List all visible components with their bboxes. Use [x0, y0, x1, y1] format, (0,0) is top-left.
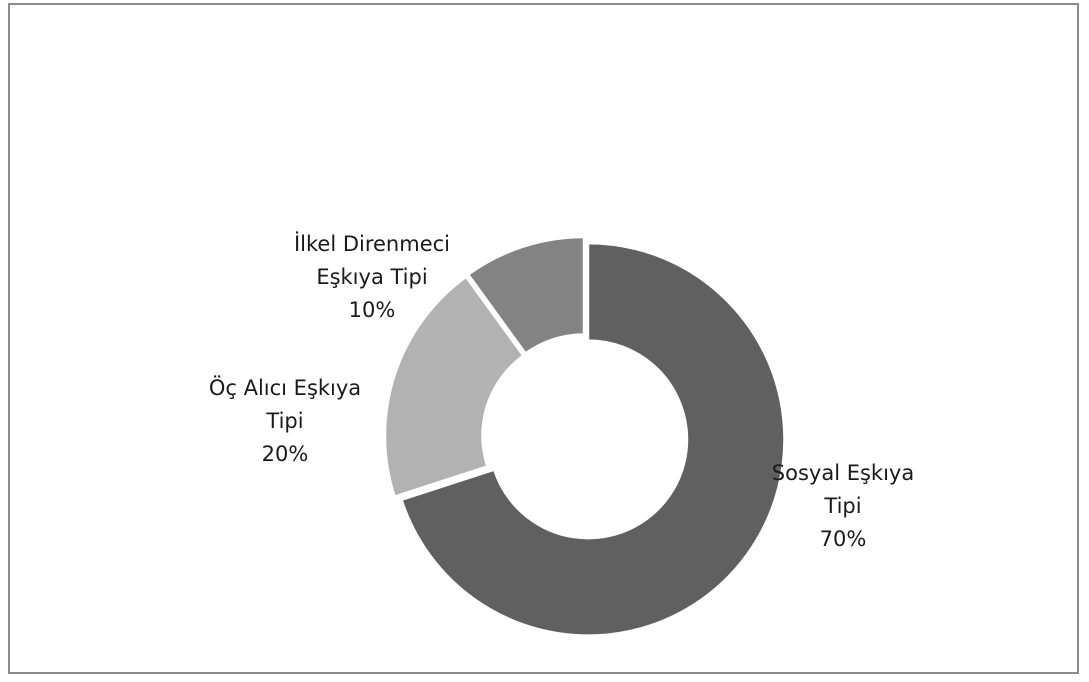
slice-label-oc-alici-line-1: Öç Alıcı Eşkıya	[208, 376, 362, 400]
slice-label-ilkel-line-2: Eşkıya Tipi	[316, 265, 428, 289]
donut-slice-ilkel	[467, 236, 585, 355]
slice-label-sosyal-line-2: Tipi	[824, 494, 862, 518]
slice-label-oc-alici-line-2: Tipi	[266, 409, 304, 433]
slice-label-sosyal: Sosyal Eşkıya Tipi 70%	[758, 457, 928, 556]
slice-value-ilkel: 10%	[348, 298, 396, 322]
slice-label-oc-alici: Öç Alıcı Eşkıya Tipi 20%	[190, 372, 380, 471]
donut-chart	[384, 236, 786, 637]
slice-label-ilkel-line-1: İlkel Direnmeci	[293, 232, 451, 256]
slice-label-ilkel: İlkel Direnmeci Eşkıya Tipi 10%	[272, 228, 472, 327]
donut-slice-sosyal	[400, 242, 786, 637]
slice-label-sosyal-line-1: Sosyal Eşkıya	[771, 461, 915, 485]
slice-value-sosyal: 70%	[819, 527, 867, 551]
donut-slice-oc-alici	[384, 275, 525, 498]
chart-frame: Sosyal Eşkıya Tipi 70% Öç Alıcı Eşkıya T…	[8, 3, 1079, 674]
slice-value-oc-alici: 20%	[261, 442, 309, 466]
